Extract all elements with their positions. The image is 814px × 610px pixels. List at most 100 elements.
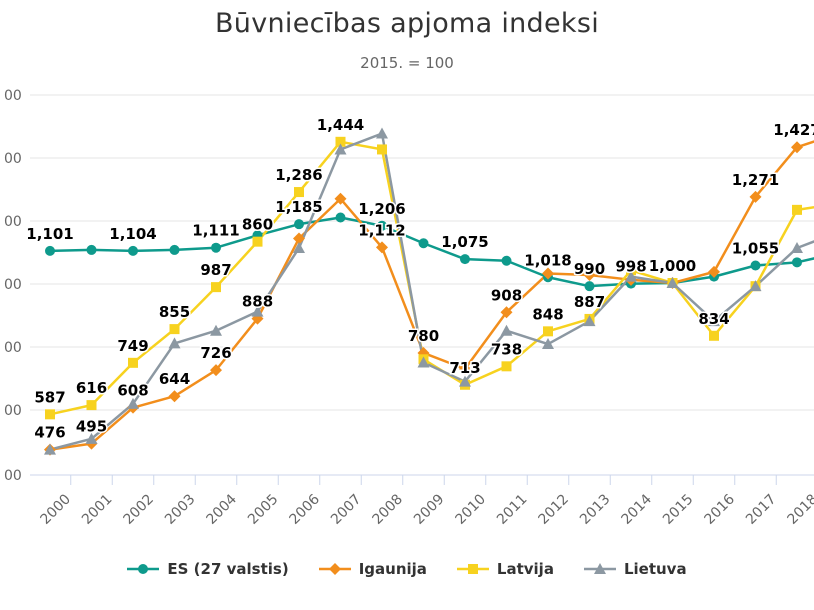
data-point — [583, 315, 596, 327]
x-tick-label: 2002 — [121, 491, 158, 528]
data-point — [749, 280, 762, 292]
data-point — [459, 362, 471, 375]
chart-title: Būvniecības apjoma indeksi — [214, 8, 600, 39]
x-tick-label: 2014 — [619, 491, 656, 528]
data-label: 855 — [159, 303, 190, 321]
data-point — [45, 245, 55, 256]
data-point — [583, 269, 596, 282]
data-point — [584, 281, 595, 292]
data-label: 1,185 — [275, 198, 322, 216]
data-point — [709, 330, 719, 341]
data-label: 644 — [159, 370, 190, 388]
data-label: 1,111 — [192, 222, 239, 240]
data-label: 1,206 — [358, 200, 405, 218]
data-label: 1,444 — [317, 116, 364, 134]
data-label: 587 — [34, 388, 65, 406]
legend-item[interactable]: ES (27 valstis) — [127, 560, 289, 578]
data-point — [211, 242, 221, 253]
data-point — [708, 315, 720, 327]
data-point — [128, 245, 138, 256]
x-tick-label: 2005 — [245, 491, 282, 528]
x-tick-label: 2004 — [204, 491, 241, 528]
data-label: 1,000 — [649, 257, 696, 275]
legend-label: Latvija — [496, 560, 554, 578]
y-tick-label: 00 — [4, 214, 22, 230]
data-point — [335, 136, 346, 147]
data-point — [45, 409, 55, 420]
data-label: 713 — [449, 359, 480, 377]
x-tick-label: 2010 — [453, 491, 490, 528]
data-label: 908 — [491, 286, 522, 304]
data-point — [417, 356, 430, 368]
data-point — [44, 443, 56, 455]
x-tick-label: 2015 — [660, 491, 697, 528]
data-point — [86, 400, 97, 411]
data-point — [168, 337, 181, 349]
circle-marker-icon — [127, 564, 160, 574]
square-marker-icon — [456, 564, 489, 574]
data-point — [127, 397, 139, 409]
chart-subtitle: 2015. = 100 — [360, 54, 454, 72]
data-label: 780 — [408, 327, 439, 345]
data-label: 987 — [200, 261, 231, 279]
data-point — [377, 220, 387, 231]
legend-label: Igaunija — [358, 560, 427, 578]
x-tick-label: 2009 — [411, 491, 448, 528]
legend-label: Lietuva — [623, 560, 687, 578]
x-tick-label: 2018 — [785, 491, 814, 528]
data-label: 990 — [574, 260, 605, 278]
legend-item[interactable]: Igaunija — [318, 560, 427, 578]
data-label: 1,018 — [524, 251, 571, 269]
data-label: 1,075 — [441, 233, 488, 251]
x-tick-label: 2017 — [743, 491, 780, 528]
data-label: 848 — [532, 305, 563, 323]
data-point — [626, 265, 636, 276]
data-point — [500, 324, 513, 336]
y-tick-label: 00 — [4, 151, 22, 167]
data-point — [459, 375, 471, 387]
data-label: 998 — [615, 258, 646, 276]
data-label: 608 — [117, 382, 148, 400]
x-tick-label: 2013 — [577, 491, 614, 528]
data-point — [666, 277, 679, 288]
data-point — [542, 267, 554, 280]
data-point — [625, 270, 637, 282]
data-point — [500, 306, 513, 319]
data-point — [542, 338, 554, 350]
x-tick-label: 2016 — [702, 491, 739, 528]
data-label: 616 — [76, 379, 107, 397]
data-label: 1,101 — [26, 225, 73, 243]
data-point — [708, 265, 720, 278]
x-tick-label: 2008 — [370, 491, 407, 528]
x-tick-label: 2006 — [287, 491, 324, 528]
data-point — [460, 254, 470, 265]
legend-item[interactable]: Lietuva — [583, 560, 687, 578]
legend-item[interactable]: Latvija — [456, 560, 554, 578]
y-tick-label: 00 — [4, 468, 22, 484]
data-point — [791, 141, 803, 154]
data-point — [376, 127, 388, 139]
data-point — [210, 364, 222, 377]
triangle-marker-icon — [583, 563, 616, 574]
data-point — [252, 236, 263, 247]
data-point — [251, 305, 264, 317]
data-label: 1,112 — [358, 221, 405, 239]
x-tick-label: 2007 — [328, 491, 365, 528]
data-point — [418, 238, 429, 249]
data-point — [792, 257, 802, 268]
data-point — [210, 324, 222, 336]
data-label: 1,427 — [773, 121, 814, 139]
data-label: 1,271 — [732, 171, 779, 189]
series-line-0 — [49, 216, 814, 288]
data-label: 749 — [117, 337, 148, 355]
y-tick-label: 00 — [4, 403, 22, 419]
data-point — [169, 324, 180, 335]
data-point — [293, 232, 305, 245]
data-point — [501, 255, 512, 266]
data-label: 888 — [242, 293, 273, 311]
data-point — [335, 212, 346, 223]
data-point — [791, 242, 803, 254]
data-label: 887 — [574, 293, 605, 311]
chart-legend: ES (27 valstis) Igaunija Latvija Lietuva — [0, 560, 814, 578]
diamond-marker-icon — [318, 563, 351, 575]
